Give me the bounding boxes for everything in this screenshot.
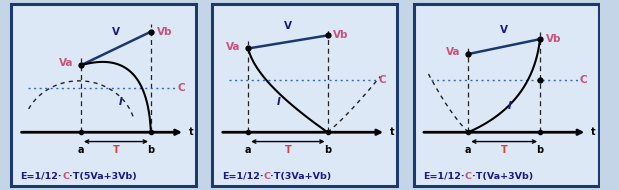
Text: C: C <box>63 172 69 181</box>
Text: E=1/12·: E=1/12· <box>20 172 63 181</box>
Text: Vb: Vb <box>157 27 172 37</box>
Text: Va: Va <box>226 42 241 52</box>
Text: C: C <box>264 172 271 181</box>
Text: ·T(3Va+Vb): ·T(3Va+Vb) <box>271 172 332 181</box>
Text: b: b <box>324 145 331 155</box>
Text: a: a <box>245 145 251 155</box>
Text: C: C <box>378 75 386 85</box>
Text: C: C <box>579 75 587 85</box>
Text: t: t <box>189 127 193 137</box>
Text: Va: Va <box>59 58 74 68</box>
Text: Vb: Vb <box>546 34 561 44</box>
Text: Vb: Vb <box>333 30 348 40</box>
Text: ·T(Va+3Vb): ·T(Va+3Vb) <box>472 172 533 181</box>
Text: a: a <box>78 145 84 155</box>
Text: I: I <box>277 97 280 108</box>
Text: C: C <box>465 172 472 181</box>
Text: V: V <box>284 21 292 31</box>
Text: T: T <box>501 145 508 155</box>
Text: I: I <box>508 101 512 111</box>
Text: b: b <box>147 145 155 155</box>
Text: t: t <box>390 127 394 137</box>
Text: b: b <box>537 145 543 155</box>
Text: V: V <box>112 27 120 37</box>
Text: t: t <box>591 127 595 137</box>
Text: T: T <box>113 145 119 155</box>
Text: E=1/12·: E=1/12· <box>222 172 264 181</box>
Text: I: I <box>119 97 123 108</box>
Text: C: C <box>177 82 185 93</box>
Text: Va: Va <box>446 47 461 57</box>
Text: ·T(5Va+3Vb): ·T(5Va+3Vb) <box>69 172 137 181</box>
Text: T: T <box>285 145 292 155</box>
Text: E=1/12·: E=1/12· <box>423 172 465 181</box>
Text: a: a <box>465 145 472 155</box>
Text: V: V <box>500 25 508 35</box>
